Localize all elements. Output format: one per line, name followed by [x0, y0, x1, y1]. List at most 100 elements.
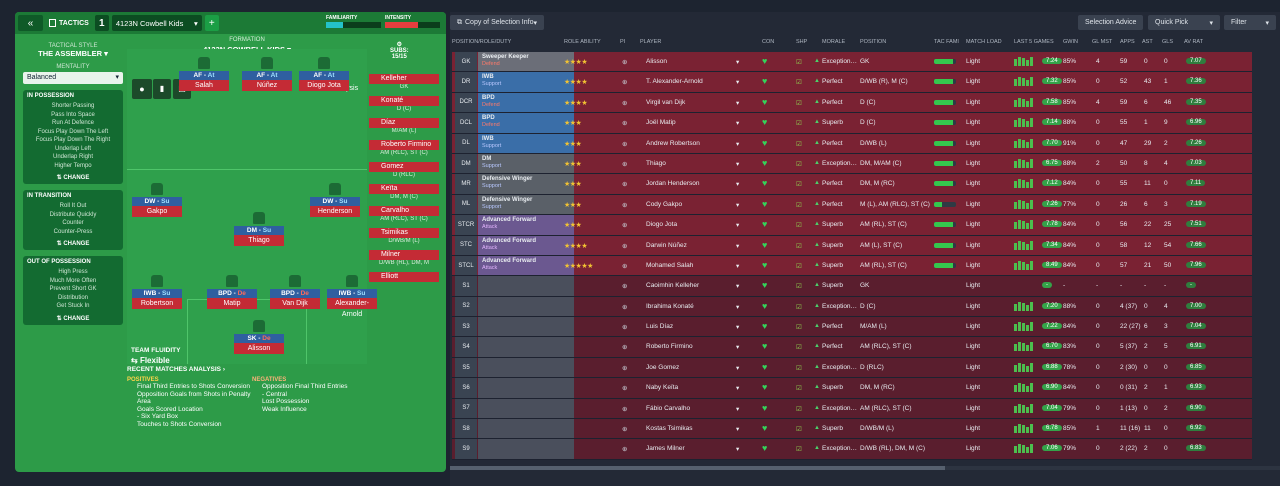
- pi-icon[interactable]: ⊕: [622, 79, 628, 87]
- column-header[interactable]: MATCH LOAD: [966, 39, 1002, 45]
- column-header[interactable]: POSITION: [860, 39, 887, 45]
- player-cell[interactable]: Roberto Firmino: [646, 343, 693, 351]
- player-cell[interactable]: Ibrahima Konaté: [646, 302, 694, 310]
- sub-player[interactable]: Tsimikas D/WB/M (L): [369, 228, 439, 244]
- player-cell[interactable]: James Milner: [646, 445, 685, 453]
- player-cell[interactable]: Luis Díaz: [646, 323, 674, 331]
- table-row[interactable]: S1 Caoimhin Kelleher Superb GK Light - - - - - - - ⊕…: [452, 276, 1252, 297]
- sub-player[interactable]: Díaz M/AM (L): [369, 118, 439, 134]
- chevron-down-icon[interactable]: ▾: [736, 385, 740, 393]
- table-row[interactable]: DM DM Support ★★★ Thiago Exception… DM, M/AM (…: [452, 153, 1252, 175]
- role-duty-cell[interactable]: Advanced Forward Attack: [478, 215, 574, 235]
- pi-icon[interactable]: ⊕: [622, 303, 628, 311]
- pi-icon[interactable]: ⊕: [622, 262, 628, 270]
- player-card[interactable]: DM - Su Thiago: [234, 226, 284, 246]
- player-cell[interactable]: Fábio Carvalho: [646, 404, 691, 412]
- player-cell[interactable]: Alisson: [646, 58, 667, 65]
- column-header[interactable]: TAC FAMI: [934, 39, 959, 45]
- table-row[interactable]: GK Sweeper Keeper Defend ★★★★ Alisson Excepti…: [452, 52, 1252, 73]
- chevron-down-icon[interactable]: ▾: [736, 99, 740, 107]
- column-header[interactable]: AST: [1142, 39, 1153, 45]
- chevron-down-icon[interactable]: ▾: [736, 324, 740, 332]
- column-header[interactable]: GWIN: [1063, 39, 1078, 45]
- bar-chart-icon[interactable]: ▮: [153, 79, 171, 99]
- chevron-down-icon[interactable]: ▾: [736, 222, 740, 230]
- player-cell[interactable]: Caoimhin Kelleher: [646, 282, 700, 290]
- column-header[interactable]: APPS: [1120, 39, 1135, 45]
- chevron-down-icon[interactable]: ▾: [736, 160, 740, 168]
- player-card[interactable]: SK - De Alisson: [234, 334, 284, 354]
- table-row[interactable]: S7 Fábio Carvalho Exception… AM (RLC), ST (…: [452, 398, 1252, 420]
- sub-player[interactable]: Roberto Firmino AM (RLC), ST (C): [369, 140, 439, 156]
- role-duty-cell[interactable]: Advanced Forward Attack: [478, 255, 574, 276]
- pi-icon[interactable]: ⊕: [622, 364, 628, 372]
- tactical-style[interactable]: THE ASSEMBLER ▾: [38, 49, 108, 58]
- role-duty-cell[interactable]: Defensive Winger Support: [478, 174, 574, 194]
- pi-icon[interactable]: ⊕: [622, 385, 628, 393]
- table-row[interactable]: S5 Joe Gomez Exception… D (RLC) Light 6.88 78%…: [452, 357, 1252, 379]
- player-card[interactable]: BPD - De Van Dijk: [270, 289, 320, 309]
- chevron-down-icon[interactable]: ▾: [736, 364, 740, 372]
- pi-icon[interactable]: ⊕: [622, 99, 628, 107]
- role-duty-cell[interactable]: Defensive Winger Support: [478, 194, 574, 215]
- table-row[interactable]: DCR BPD Defend ★★★★ Virgil van Dijk Perfect D …: [452, 92, 1252, 114]
- column-header[interactable]: ROLE ABILITY: [564, 39, 601, 45]
- player-cell[interactable]: Kostas Tsimikas: [646, 425, 693, 433]
- column-header[interactable]: AV RAT: [1184, 39, 1204, 45]
- player-cell[interactable]: Andrew Robertson: [646, 139, 700, 147]
- table-row[interactable]: STCL Advanced Forward Attack ★★★★★ Mohamed S…: [452, 255, 1252, 277]
- chevron-down-icon[interactable]: ▾: [736, 303, 740, 311]
- chevron-down-icon[interactable]: ▾: [736, 262, 740, 270]
- pi-icon[interactable]: ⊕: [622, 140, 628, 148]
- chevron-down-icon[interactable]: ▾: [736, 426, 740, 434]
- pi-icon[interactable]: ⊕: [622, 222, 628, 230]
- table-row[interactable]: S8 Kostas Tsimikas Superb D/WB/M (L) Light 6.…: [452, 419, 1252, 440]
- player-cell[interactable]: Virgil van Dijk: [646, 98, 686, 106]
- copy-selection-button[interactable]: ⧉ Copy of Selection Info ▾: [450, 15, 545, 30]
- pi-icon[interactable]: ⊕: [622, 120, 628, 128]
- chevron-down-icon[interactable]: ▾: [736, 140, 740, 148]
- quick-pick-button[interactable]: Quick Pick ▾: [1148, 15, 1220, 30]
- role-duty-cell[interactable]: Advanced Forward Attack: [478, 235, 574, 255]
- chevron-down-icon[interactable]: ▾: [736, 59, 740, 66]
- table-row[interactable]: ML Defensive Winger Support ★★★ Cody Gakpo Pe…: [452, 194, 1252, 216]
- recent-matches-link[interactable]: RECENT MATCHES ANALYSIS ›: [127, 366, 226, 373]
- sub-player[interactable]: Milner D/WB (RL), DM, M: [369, 250, 439, 266]
- info-icon[interactable]: ●: [132, 79, 152, 99]
- table-row[interactable]: S4 Roberto Firmino Perfect AM (RLC), ST (C)…: [452, 337, 1252, 358]
- sub-player[interactable]: Keïta DM, M (C): [369, 184, 439, 200]
- column-header[interactable]: PI: [620, 39, 626, 45]
- pi-icon[interactable]: ⊕: [622, 181, 628, 189]
- sub-player[interactable]: Elliott: [369, 272, 439, 282]
- table-row[interactable]: S2 Ibrahima Konaté Exception… D (C) Light 7.2…: [452, 296, 1252, 318]
- player-cell[interactable]: Diogo Jota: [646, 221, 678, 229]
- table-row[interactable]: STCR Advanced Forward Attack ★★★ Diogo Jota S…: [452, 215, 1252, 236]
- selection-advice-button[interactable]: Selection Advice: [1078, 15, 1144, 30]
- add-tactic-button[interactable]: +: [204, 15, 219, 31]
- column-header[interactable]: POSITION/ROLE/DUTY: [452, 39, 512, 45]
- player-card[interactable]: AF - At Salah: [179, 71, 229, 91]
- column-header[interactable]: SHP: [796, 39, 808, 45]
- change-button[interactable]: ⇅ CHANGE: [56, 241, 90, 247]
- player-card[interactable]: DW - Su Henderson: [310, 197, 360, 217]
- column-header[interactable]: LAST 5 GAMES: [1014, 39, 1054, 45]
- player-card[interactable]: BPD - De Matip: [207, 289, 257, 309]
- chevron-down-icon[interactable]: ▾: [736, 79, 740, 87]
- pi-icon[interactable]: ⊕: [622, 160, 628, 168]
- pi-icon[interactable]: ⊕: [622, 324, 628, 332]
- column-header[interactable]: PLAYER: [640, 39, 662, 45]
- table-row[interactable]: S6 Naby Keïta Superb DM, M (RC) Light 6.90 84%…: [452, 378, 1252, 399]
- role-duty-cell[interactable]: DM Support: [478, 153, 574, 174]
- chevron-down-icon[interactable]: ▾: [736, 344, 740, 352]
- pi-icon[interactable]: ⊕: [622, 344, 628, 352]
- collapse-button[interactable]: «: [18, 15, 43, 31]
- column-header[interactable]: GLS: [1162, 39, 1174, 45]
- table-row[interactable]: DL IWB Support ★★★ Andrew Robertson Perfect D/…: [452, 133, 1252, 154]
- table-row[interactable]: S9 James Milner Exception… D/WB (RL), DM, M…: [452, 439, 1252, 460]
- player-card[interactable]: AF - At Núñez: [242, 71, 292, 91]
- tactic-slot[interactable]: 1: [94, 15, 109, 31]
- role-duty-cell[interactable]: BPD Defend: [478, 92, 574, 113]
- pi-icon[interactable]: ⊕: [622, 59, 628, 66]
- chevron-down-icon[interactable]: ▾: [736, 201, 740, 209]
- player-cell[interactable]: T. Alexander-Arnold: [646, 78, 703, 86]
